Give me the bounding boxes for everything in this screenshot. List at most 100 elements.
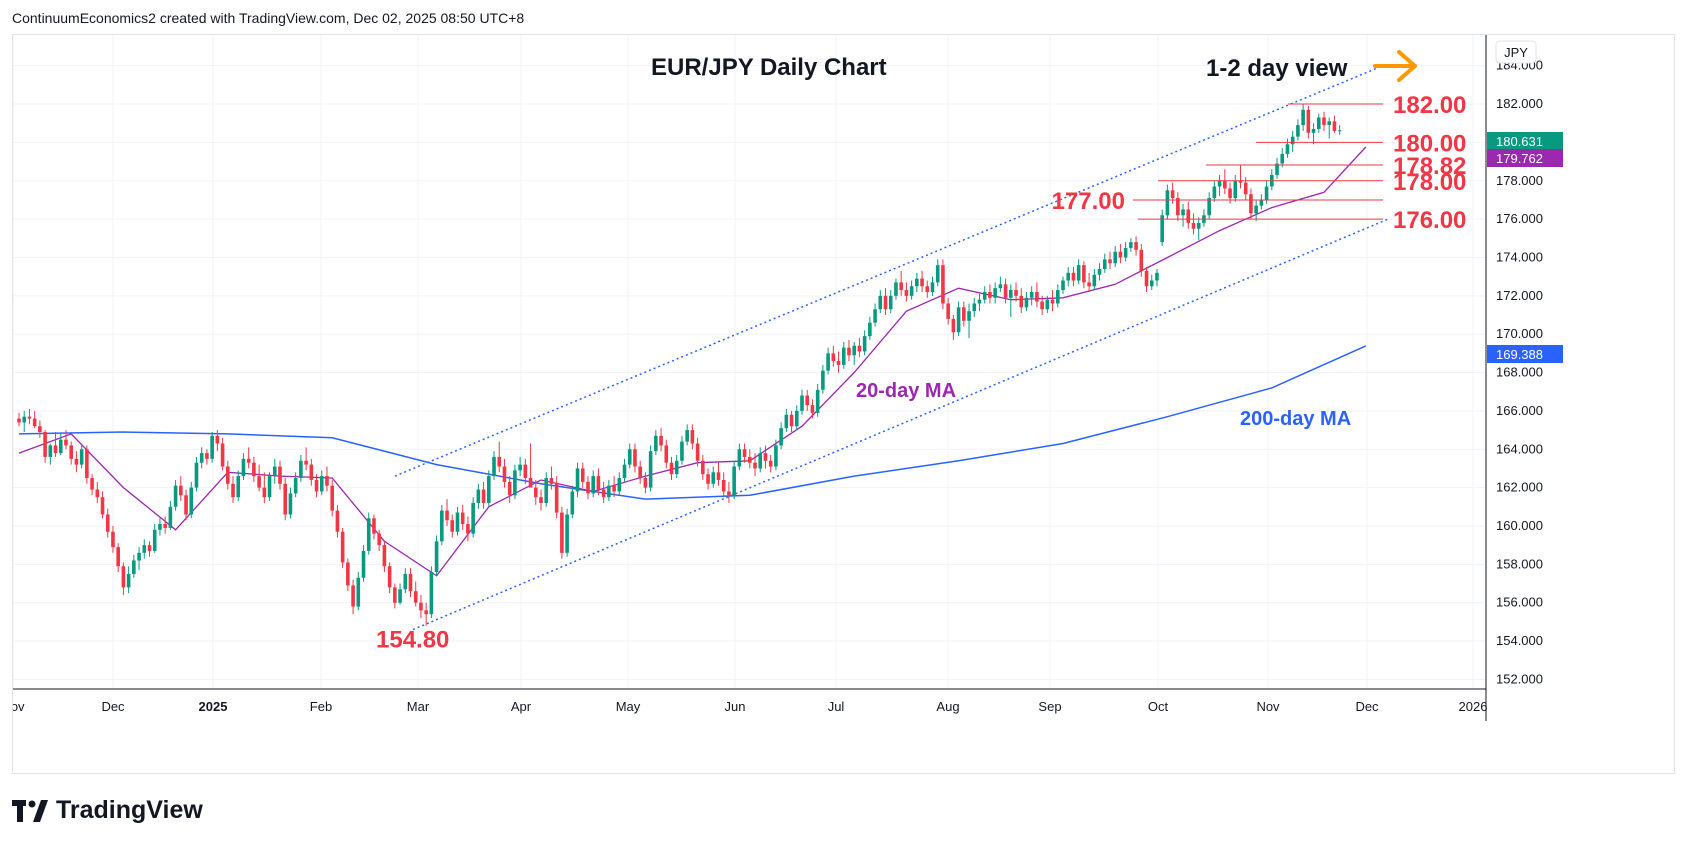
- candle-body: [403, 573, 408, 590]
- price-badge: [1487, 149, 1563, 167]
- candle-body: [74, 458, 79, 465]
- candle-body: [1296, 125, 1300, 137]
- candle-body: [1139, 249, 1144, 271]
- y-tick-label: 170.000: [1496, 326, 1543, 341]
- candle-body: [941, 265, 945, 304]
- candle-body: [1249, 194, 1253, 214]
- candle-body: [1332, 121, 1337, 131]
- candle-body: [1118, 251, 1123, 258]
- y-tick-label: 176.000: [1496, 211, 1543, 226]
- candle-body: [748, 456, 752, 463]
- candle-body: [868, 322, 872, 337]
- y-tick-label: 166.000: [1496, 403, 1543, 418]
- candle-body: [1129, 242, 1133, 248]
- candle-body: [32, 418, 37, 427]
- x-tick-label: Jul: [828, 699, 845, 714]
- candle-body: [935, 265, 940, 283]
- candle-body: [252, 462, 256, 477]
- price-badge: [1487, 345, 1563, 363]
- tradingview-brand-text: TradingView: [56, 796, 203, 824]
- candle-body: [993, 288, 997, 298]
- candle-body: [121, 566, 126, 588]
- price-badge-label: 179.762: [1496, 151, 1543, 166]
- x-tick-label: Nov: [1256, 699, 1280, 714]
- candle-body: [434, 541, 439, 573]
- candle-body: [800, 395, 804, 411]
- candle-body: [241, 458, 246, 477]
- candle-body: [1019, 295, 1024, 308]
- candle-body: [915, 278, 919, 287]
- candle-body: [836, 361, 841, 365]
- candle-body: [377, 533, 381, 546]
- level-label-178-00: 178.00: [1393, 169, 1466, 196]
- candle-body: [43, 432, 47, 457]
- candle-body: [231, 483, 235, 498]
- candle-body: [815, 389, 820, 413]
- candle-body: [147, 545, 152, 551]
- candle-body: [982, 291, 987, 300]
- y-tick-label: 178.000: [1496, 173, 1543, 188]
- candle-body: [1009, 290, 1013, 298]
- y-tick-label: 182.000: [1496, 96, 1543, 111]
- level-label-180-00: 180.00: [1393, 130, 1466, 157]
- chart-area[interactable]: 152.000 154.000 156.000 158.000 160.000 162.0…: [12, 34, 1675, 774]
- candle-body: [1092, 274, 1097, 287]
- candle-body: [293, 478, 298, 494]
- candle-body: [330, 485, 334, 511]
- candle-body: [361, 550, 366, 578]
- candle-body: [1035, 291, 1039, 302]
- candle-body: [930, 282, 935, 292]
- candle-body: [951, 318, 956, 333]
- candle-body: [873, 309, 877, 323]
- candle-body: [1191, 222, 1196, 229]
- x-tick-label: Aug: [936, 699, 959, 714]
- price-badge: [1487, 132, 1563, 150]
- candle-body: [643, 478, 648, 488]
- candle-body: [1181, 209, 1185, 216]
- candle-body: [596, 476, 601, 490]
- candle-body: [654, 435, 658, 452]
- candle-body: [1045, 299, 1050, 310]
- candle-body: [1259, 199, 1264, 206]
- candle-body: [633, 449, 637, 467]
- candle-body: [758, 453, 763, 469]
- candle-body: [278, 466, 282, 484]
- candle-body: [607, 485, 611, 498]
- candle-body: [1186, 209, 1191, 223]
- candle-body: [763, 453, 768, 461]
- candle-body: [335, 510, 340, 532]
- candle-body: [580, 468, 585, 482]
- candle-body: [79, 449, 84, 465]
- candle-body: [304, 460, 308, 465]
- candle-body: [988, 291, 992, 298]
- y-tick-label: 156.000: [1496, 595, 1543, 610]
- candle-body: [518, 464, 522, 471]
- candle-body: [309, 464, 314, 480]
- candle-body: [476, 489, 481, 503]
- candle-body: [779, 428, 783, 446]
- candle-body: [95, 489, 100, 498]
- tradingview-logo[interactable]: TradingView: [12, 796, 203, 825]
- candle-body: [1029, 291, 1034, 298]
- candle-body: [142, 545, 147, 553]
- low-annotation-label: 154.80: [376, 627, 449, 654]
- channel-upper-line: [394, 64, 1384, 477]
- candle-body: [638, 466, 642, 479]
- candle-body: [1311, 128, 1316, 133]
- candle-body: [977, 299, 982, 304]
- candle-body: [601, 489, 606, 498]
- candle-body: [445, 510, 449, 521]
- candle-body: [22, 416, 27, 423]
- x-tick-label: Dec: [1355, 699, 1379, 714]
- candle-body: [1144, 270, 1149, 287]
- candle-body: [894, 282, 898, 296]
- candle-body: [972, 303, 977, 312]
- candle-body: [356, 577, 361, 607]
- candle-body: [674, 460, 679, 475]
- candle-body: [946, 303, 950, 319]
- candle-body: [53, 445, 58, 454]
- candle-body: [246, 458, 251, 463]
- candle-body: [398, 589, 402, 603]
- candle-body: [1228, 188, 1232, 199]
- candle-body: [1285, 144, 1290, 154]
